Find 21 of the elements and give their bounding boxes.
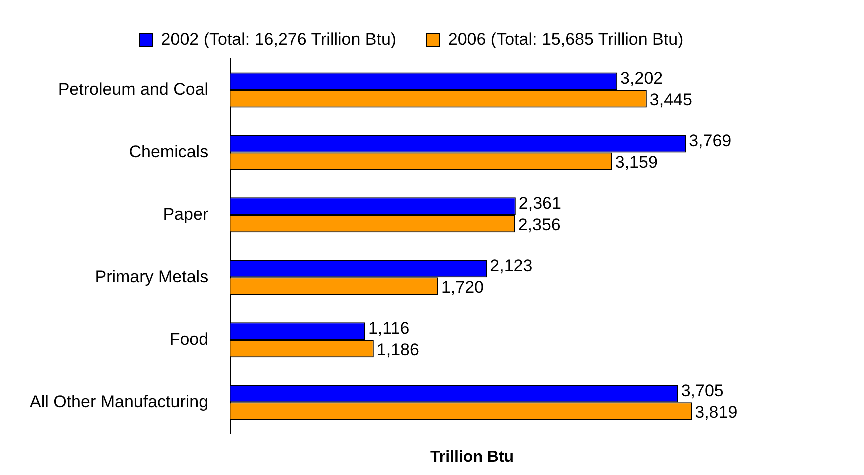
data-label: 3,202 bbox=[620, 69, 664, 88]
data-label: 2,123 bbox=[490, 256, 533, 276]
data-label: 2,361 bbox=[518, 194, 562, 214]
x-axis-title: Trillion Btu bbox=[430, 448, 514, 466]
legend-label: 2002 (Total: 16,276 Trillion Btu) bbox=[161, 30, 397, 50]
y-tick-label: Primary Metals bbox=[95, 267, 209, 286]
data-label: 3,705 bbox=[681, 382, 724, 401]
y-tick-label: Paper bbox=[163, 204, 209, 224]
legend-label: 2006 (Total: 15,685 Trillion Btu) bbox=[448, 30, 684, 50]
data-label: 1,186 bbox=[376, 340, 420, 360]
data-label: 3,769 bbox=[689, 132, 732, 151]
y-tick-label: Chemicals bbox=[129, 142, 209, 162]
data-label: 3,445 bbox=[650, 90, 692, 110]
data-label: 3,819 bbox=[695, 403, 738, 422]
y-tick-label: All Other Manufacturing bbox=[30, 392, 209, 412]
y-tick-label: Petroleum and Coal bbox=[58, 80, 209, 99]
data-label: 3,159 bbox=[615, 153, 658, 172]
data-label: 1,116 bbox=[368, 319, 410, 338]
y-tick-label: Food bbox=[170, 330, 209, 349]
data-label: 2,356 bbox=[518, 216, 561, 235]
data-label: 1,720 bbox=[441, 278, 484, 298]
